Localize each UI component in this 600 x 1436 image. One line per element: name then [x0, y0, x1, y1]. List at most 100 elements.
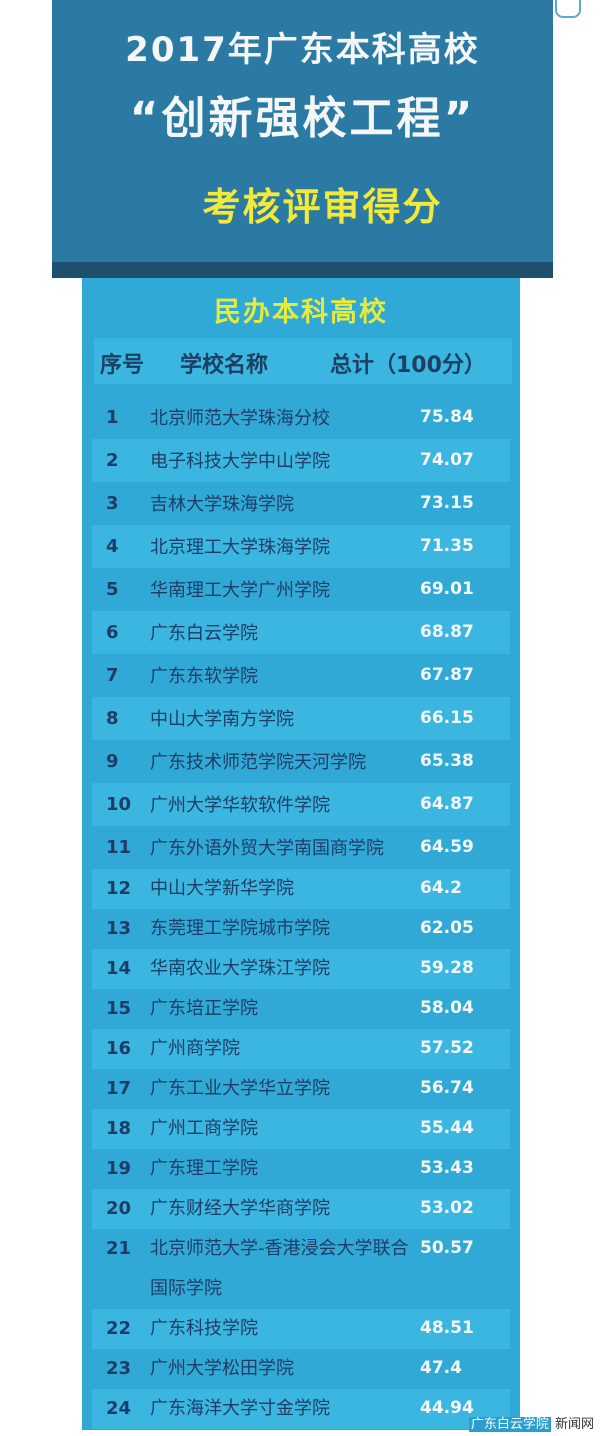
title-banner: 2017年广东本科高校 “创新强校工程” 考核评审得分 [52, 0, 553, 278]
school-name-cell: 广东技术师范学院天河学院 [150, 752, 366, 773]
school-name-cell: 东莞理工学院城市学院 [150, 918, 330, 939]
header-score: 总计（100分） [330, 353, 486, 378]
table-row: 12 中山大学新华学院 64.2 [92, 869, 510, 909]
header-name: 学校名称 [180, 353, 269, 378]
rank-cell: 16 [106, 1038, 132, 1059]
score-cell: 75.84 [420, 407, 474, 427]
watermark-left: 广东白云学院 [468, 1417, 551, 1432]
score-cell: 55.44 [420, 1118, 474, 1138]
title-line-1: 2017年广东本科高校 [125, 30, 480, 70]
score-cell: 53.02 [420, 1198, 474, 1218]
table-row: 1 北京师范大学珠海分校 75.84 [92, 396, 510, 439]
table-subtitle: 民办本科高校 [214, 297, 388, 328]
banner-bottom-bar [52, 262, 553, 278]
school-name-cell: 广州大学华软软件学院 [150, 795, 330, 816]
watermark-right: 新闻网 [554, 1417, 594, 1432]
score-cell: 67.87 [420, 665, 474, 685]
score-cell: 44.94 [420, 1398, 474, 1418]
watermark: 广东白云学院 新闻网 [468, 1413, 594, 1432]
score-cell: 64.59 [420, 837, 474, 857]
table-row: 8 中山大学南方学院 66.15 [92, 697, 510, 740]
school-name-cell: 吉林大学珠海学院 [150, 494, 294, 515]
table-row: 10 广州大学华软软件学院 64.87 [92, 783, 510, 826]
school-name-cell: 广东科技学院 [150, 1318, 258, 1339]
rank-cell: 5 [106, 579, 119, 600]
school-name-cell: 广州工商学院 [150, 1118, 258, 1139]
rank-cell: 3 [106, 493, 119, 514]
rank-cell: 9 [106, 751, 119, 772]
rank-cell: 15 [106, 998, 132, 1019]
score-cell: 69.01 [420, 579, 474, 599]
score-cell: 64.87 [420, 794, 474, 814]
score-cell: 56.74 [420, 1078, 474, 1098]
rank-cell: 4 [106, 536, 119, 557]
rank-cell: 7 [106, 665, 119, 686]
school-name-cell: 广东工业大学华立学院 [150, 1078, 330, 1099]
school-name-cell: 华南理工大学广州学院 [150, 580, 330, 601]
score-cell: 59.28 [420, 958, 474, 978]
school-name-cell: 北京师范大学珠海分校 [150, 408, 330, 429]
header-rank: 序号 [100, 353, 145, 378]
score-cell: 74.07 [420, 450, 474, 470]
table-row: 24 广东海洋大学寸金学院 44.94 [92, 1389, 510, 1429]
rank-cell: 14 [106, 958, 132, 979]
score-cell: 71.35 [420, 536, 474, 556]
rank-cell: 24 [106, 1398, 132, 1419]
rank-cell: 17 [106, 1078, 132, 1099]
school-name-cell: 广东财经大学华商学院 [150, 1198, 330, 1219]
table-row: 14 华南农业大学珠江学院 59.28 [92, 949, 510, 989]
rank-cell: 18 [106, 1118, 132, 1139]
school-name-cell: 华南农业大学珠江学院 [150, 958, 330, 979]
rank-cell: 22 [106, 1318, 132, 1339]
table-row: 9 广东技术师范学院天河学院 65.38 [92, 740, 510, 783]
table-header: 序号 学校名称 总计（100分） [94, 338, 512, 384]
table-row: 19 广东理工学院 53.43 [92, 1149, 510, 1189]
table-row: 2 电子科技大学中山学院 74.07 [92, 439, 510, 482]
school-name-cell: 中山大学新华学院 [150, 878, 294, 899]
score-cell: 64.2 [420, 878, 462, 898]
rank-cell: 10 [106, 794, 132, 815]
rank-cell: 13 [106, 918, 132, 939]
table-row: 22 广东科技学院 48.51 [92, 1309, 510, 1349]
score-cell: 57.52 [420, 1038, 474, 1058]
table-row: 17 广东工业大学华立学院 56.74 [92, 1069, 510, 1109]
table-row: 4 北京理工大学珠海学院 71.35 [92, 525, 510, 568]
score-cell: 48.51 [420, 1318, 474, 1338]
title-line-2: “创新强校工程” [129, 93, 476, 144]
table-row: 15 广东培正学院 58.04 [92, 989, 510, 1029]
school-name-cell: 广东培正学院 [150, 998, 258, 1019]
table-row: 11 广东外语外贸大学南国商学院 64.59 [92, 826, 510, 869]
school-name-cell: 中山大学南方学院 [150, 709, 294, 730]
school-name-cell: 广州大学松田学院 [150, 1358, 294, 1379]
score-cell: 50.57 [420, 1238, 474, 1258]
title-line-3: 考核评审得分 [202, 185, 443, 229]
score-cell: 66.15 [420, 708, 474, 728]
school-name-cell: 广州商学院 [150, 1038, 240, 1059]
school-name-cell: 广东外语外贸大学南国商学院 [150, 838, 384, 859]
school-name-cell: 北京理工大学珠海学院 [150, 537, 330, 558]
rank-cell: 2 [106, 450, 119, 471]
score-cell: 47.4 [420, 1358, 462, 1378]
school-name-cell: 电子科技大学中山学院 [150, 451, 330, 472]
rank-cell: 8 [106, 708, 119, 729]
rank-cell: 23 [106, 1358, 132, 1379]
hexagon-logo-icon [555, 0, 581, 18]
school-name-cell: 北京师范大学-香港浸会大学联合国际学院 [150, 1238, 409, 1299]
rank-cell: 12 [106, 878, 132, 899]
table-row: 7 广东东软学院 67.87 [92, 654, 510, 697]
school-name-cell: 广东海洋大学寸金学院 [150, 1398, 330, 1419]
score-cell: 62.05 [420, 918, 474, 938]
table-row: 5 华南理工大学广州学院 69.01 [92, 568, 510, 611]
table-row: 21 北京师范大学-香港浸会大学联合国际学院 50.57 [92, 1229, 510, 1309]
score-cell: 58.04 [420, 998, 474, 1018]
rank-cell: 20 [106, 1198, 132, 1219]
table-row: 23 广州大学松田学院 47.4 [92, 1349, 510, 1389]
rank-cell: 19 [106, 1158, 132, 1179]
table-row: 13 东莞理工学院城市学院 62.05 [92, 909, 510, 949]
score-table-panel: 民办本科高校 序号 学校名称 总计（100分） 1 北京师范大学珠海分校 75.84… [82, 278, 520, 1430]
score-cell: 53.43 [420, 1158, 474, 1178]
score-cell: 65.38 [420, 751, 474, 771]
score-cell: 73.15 [420, 493, 474, 513]
school-name-cell: 广东理工学院 [150, 1158, 258, 1179]
table-row: 18 广州工商学院 55.44 [92, 1109, 510, 1149]
